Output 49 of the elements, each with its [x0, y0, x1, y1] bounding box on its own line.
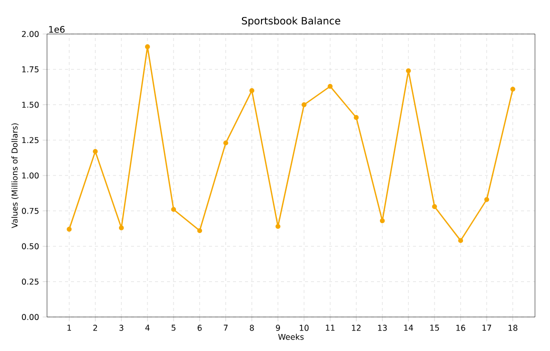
point — [223, 140, 228, 146]
y-tick-label: 0.00 — [22, 314, 39, 320]
y-tick-label: 0.50 — [22, 243, 39, 250]
point — [302, 102, 306, 108]
point — [118, 225, 124, 230]
y-tick-label: 0.25 — [22, 278, 39, 285]
x-tick-label: 5 — [172, 324, 176, 331]
x-tick-label: 6 — [198, 324, 202, 331]
x-tick-label: 3 — [119, 324, 124, 331]
point — [432, 204, 437, 210]
x-tick-label: 13 — [378, 324, 387, 331]
point — [484, 197, 490, 202]
point — [458, 238, 464, 244]
point — [171, 207, 176, 212]
point — [197, 228, 202, 234]
y-tick-label: 1.50 — [22, 102, 39, 108]
point — [66, 226, 72, 232]
point — [328, 84, 333, 89]
x-tick-label: 11 — [326, 324, 334, 331]
x-tick-label: 8 — [250, 324, 254, 331]
point — [145, 44, 150, 50]
x-tick-label: 4 — [145, 324, 150, 331]
y-tick-label: 1.25 — [22, 137, 39, 144]
y-axis-title: Values (Millions of Dollars) — [11, 123, 19, 228]
x-tick-label: 7 — [224, 324, 228, 331]
y-tick-label: 2.00 — [22, 30, 39, 38]
point — [276, 224, 280, 229]
chart-title: Sportsbook Balance — [242, 16, 340, 26]
point — [406, 68, 411, 74]
point — [249, 88, 254, 94]
x-tick-label: 1 — [68, 324, 71, 331]
x-tick-label: 17 — [482, 324, 492, 331]
x-axis-title: Weeks — [278, 334, 304, 340]
y-tick-label: 1.00 — [22, 172, 39, 179]
text: 1e6 — [49, 26, 65, 33]
point — [380, 218, 385, 224]
x-tick-label: 9 — [276, 324, 280, 331]
x-tick-label: 14 — [404, 324, 414, 331]
x-tick-label: 15 — [430, 324, 439, 331]
x-tick-label: 10 — [300, 324, 309, 331]
point — [354, 115, 359, 120]
x-tick-label: 16 — [456, 324, 466, 331]
x-tick-label: 2 — [93, 324, 98, 331]
x-tick-label: 12 — [352, 324, 361, 331]
y-tick-label: 1.75 — [22, 66, 39, 72]
point — [510, 86, 516, 92]
x-tick-label: 18 — [508, 324, 518, 331]
point — [92, 148, 98, 154]
y-tick-label: 0.75 — [22, 208, 39, 214]
